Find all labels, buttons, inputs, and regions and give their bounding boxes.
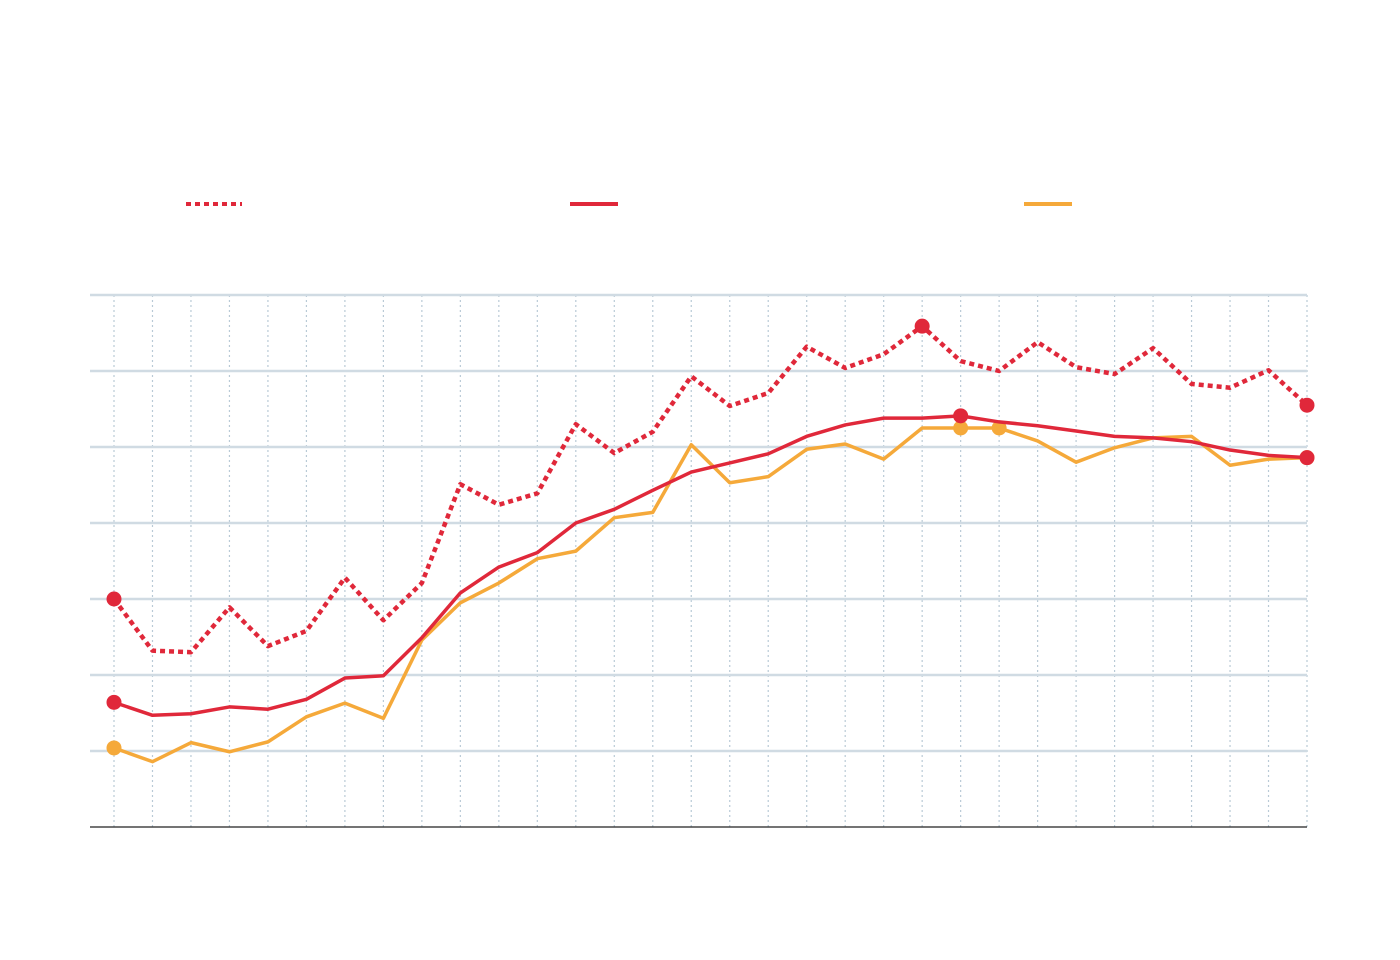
series-line	[113, 414, 1308, 718]
point-marker	[106, 694, 122, 710]
point-marker	[953, 408, 969, 424]
point-marker	[991, 420, 1007, 436]
point-marker	[914, 318, 930, 334]
point-marker	[1299, 397, 1315, 413]
point-marker	[953, 420, 969, 436]
point-marker	[1299, 450, 1315, 466]
series-line	[112, 323, 1309, 655]
point-marker	[106, 591, 122, 607]
point-marker	[106, 740, 122, 756]
series-line	[113, 426, 1308, 764]
